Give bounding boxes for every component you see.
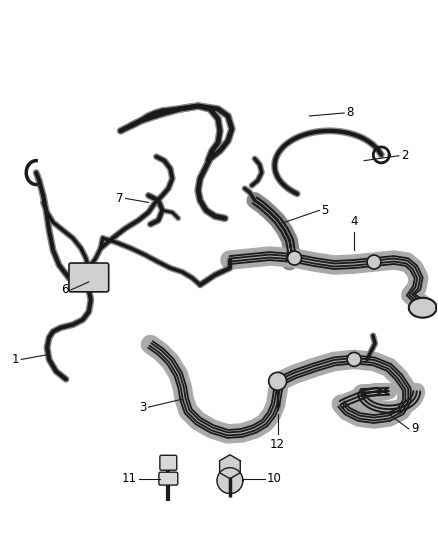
Circle shape xyxy=(347,352,361,366)
Text: 12: 12 xyxy=(270,438,285,451)
Text: 1: 1 xyxy=(12,353,19,366)
Polygon shape xyxy=(409,298,437,318)
FancyBboxPatch shape xyxy=(69,263,109,292)
Circle shape xyxy=(268,373,286,390)
Polygon shape xyxy=(217,468,243,494)
Circle shape xyxy=(288,251,301,265)
Text: 7: 7 xyxy=(116,192,124,205)
Text: 2: 2 xyxy=(401,149,408,162)
Text: 6: 6 xyxy=(61,284,69,296)
FancyBboxPatch shape xyxy=(159,472,178,485)
Text: 4: 4 xyxy=(350,215,358,228)
Text: 9: 9 xyxy=(411,423,418,435)
Text: 10: 10 xyxy=(267,472,282,485)
Text: 5: 5 xyxy=(321,204,329,217)
Circle shape xyxy=(367,255,381,269)
Polygon shape xyxy=(219,455,240,479)
FancyBboxPatch shape xyxy=(160,455,177,470)
Text: 8: 8 xyxy=(346,107,353,119)
Text: 11: 11 xyxy=(121,472,137,485)
Text: 3: 3 xyxy=(139,401,146,414)
